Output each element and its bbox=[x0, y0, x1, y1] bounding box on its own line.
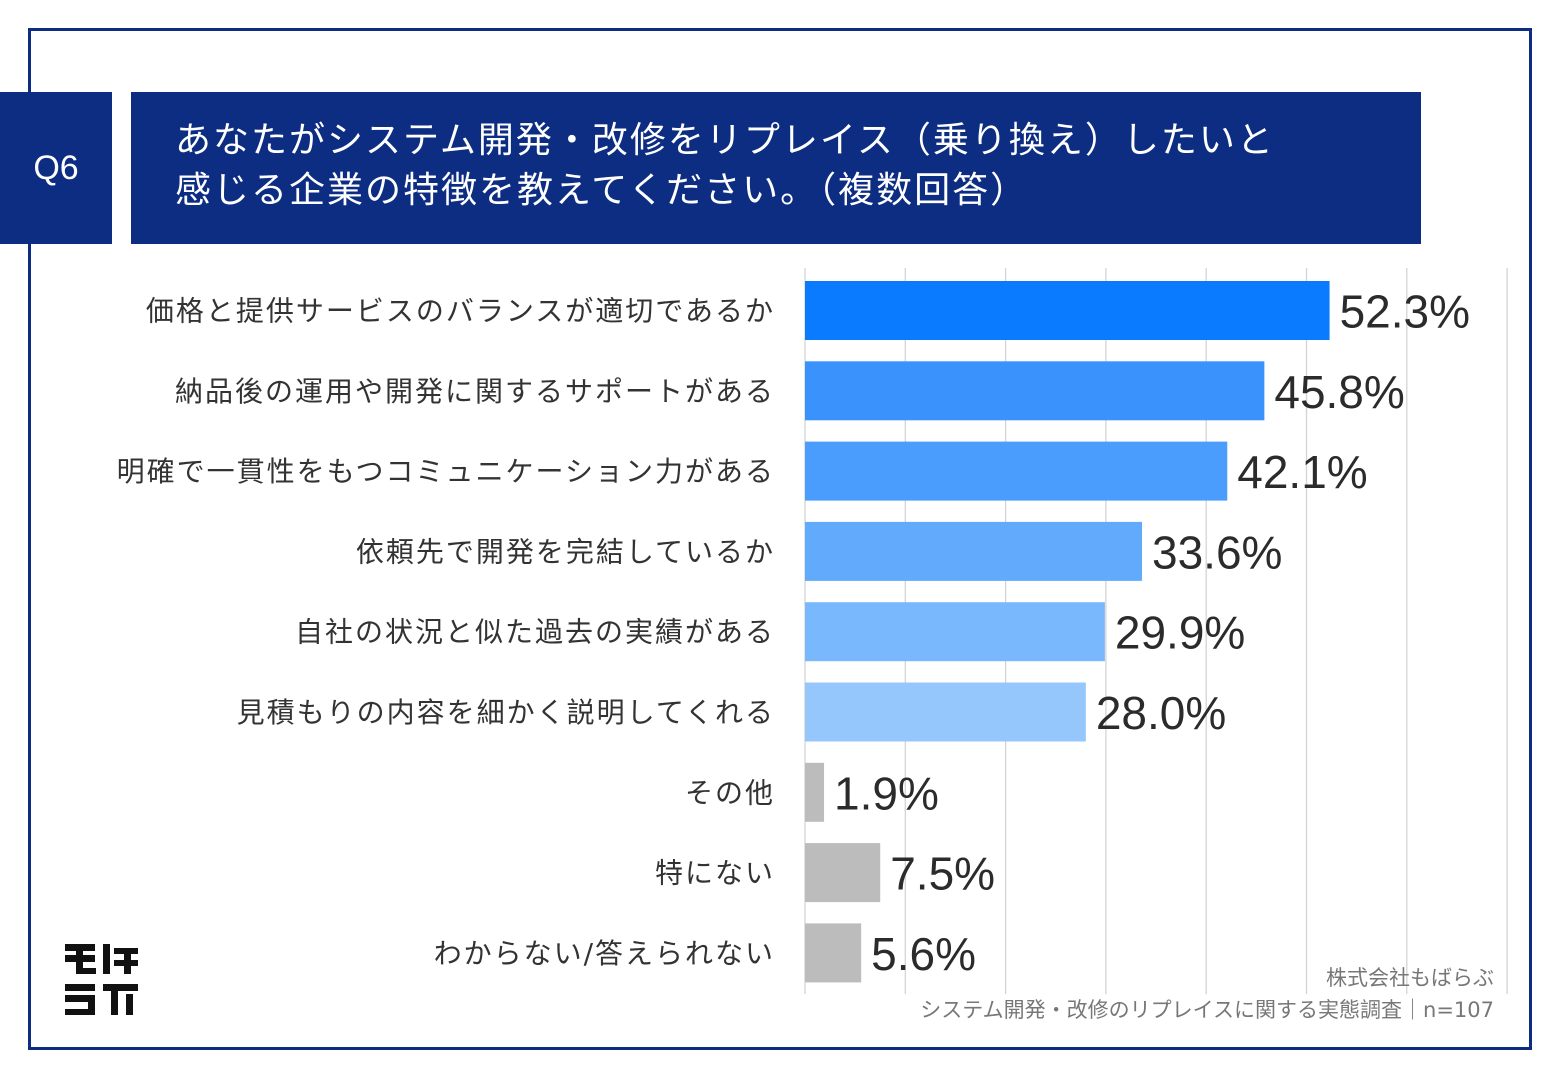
question-title-box: あなたがシステム開発・改修をリプレイス（乗り換え）したいと 感じる企業の特徴を教… bbox=[131, 92, 1421, 244]
value-label: 42.1% bbox=[1237, 446, 1367, 498]
bar bbox=[805, 521, 1143, 581]
value-label: 29.9% bbox=[1115, 607, 1245, 659]
category-label: 明確で一貫性をもつコミュニケーション力がある bbox=[117, 455, 775, 488]
value-label: 1.9% bbox=[834, 767, 939, 819]
value-label: 45.8% bbox=[1274, 366, 1404, 418]
value-label: 52.3% bbox=[1340, 286, 1470, 338]
question-number: Q6 bbox=[33, 148, 79, 187]
source-note: 株式会社もばらぶ システム開発・改修のリプレイスに関する実態調査｜n=107 bbox=[920, 962, 1494, 1026]
question-number-badge: Q6 bbox=[0, 92, 112, 244]
bar bbox=[805, 923, 862, 983]
category-label: 依頼先で開発を完結しているか bbox=[356, 535, 775, 568]
value-label: 28.0% bbox=[1096, 687, 1226, 739]
bar bbox=[805, 281, 1330, 340]
bar bbox=[805, 682, 1086, 742]
mobalove-logo bbox=[65, 944, 138, 1015]
bar bbox=[805, 843, 881, 903]
category-label: 特にない bbox=[655, 857, 775, 890]
value-label: 5.6% bbox=[871, 928, 976, 980]
category-label: わからない/答えられない bbox=[434, 937, 775, 970]
bar bbox=[805, 762, 825, 822]
bar bbox=[805, 602, 1105, 662]
source-survey: システム開発・改修のリプレイスに関する実態調査｜n=107 bbox=[920, 998, 1494, 1022]
question-title-line-1: あなたがシステム開発・改修をリプレイス（乗り換え）したいと bbox=[175, 120, 1275, 161]
category-label: 納品後の運用や開発に関するサポートがある bbox=[175, 375, 775, 408]
bar bbox=[805, 361, 1265, 421]
category-label: 自社の状況と似た過去の実績がある bbox=[295, 616, 775, 649]
source-company: 株式会社もばらぶ bbox=[1326, 966, 1494, 990]
question-title-line-2: 感じる企業の特徴を教えてください。（複数回答） bbox=[175, 170, 1029, 211]
bar bbox=[805, 441, 1228, 501]
frame-border bbox=[28, 28, 1532, 1050]
category-label: その他 bbox=[685, 776, 775, 809]
category-label: 価格と提供サービスのバランスが適切であるか bbox=[146, 295, 775, 328]
value-label: 33.6% bbox=[1152, 526, 1282, 578]
category-label: 見積もりの内容を細かく説明してくれる bbox=[237, 696, 775, 729]
value-label: 7.5% bbox=[890, 848, 995, 900]
